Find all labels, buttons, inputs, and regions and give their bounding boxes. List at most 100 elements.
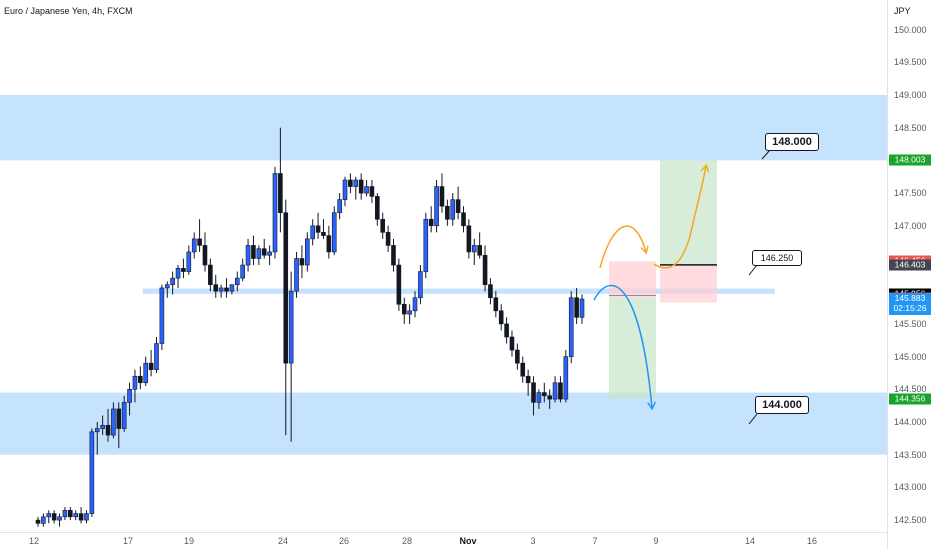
callout-pointer bbox=[748, 264, 758, 276]
candle bbox=[509, 330, 515, 357]
time-tick-label: 19 bbox=[183, 536, 195, 546]
candle-body bbox=[369, 186, 375, 197]
candle bbox=[558, 376, 563, 403]
candle bbox=[471, 238, 477, 266]
candle bbox=[105, 408, 111, 442]
candle-body bbox=[498, 310, 504, 325]
candle bbox=[321, 219, 326, 239]
price-badge: 144.356 bbox=[889, 393, 931, 405]
candle bbox=[525, 369, 531, 396]
candle bbox=[89, 428, 95, 517]
candle bbox=[218, 284, 224, 298]
candle bbox=[342, 176, 348, 207]
candle-body bbox=[94, 428, 100, 433]
candle bbox=[288, 271, 294, 442]
candle-body bbox=[358, 179, 364, 194]
candle-body bbox=[288, 290, 294, 364]
candle bbox=[488, 278, 493, 305]
candle bbox=[256, 245, 262, 266]
candle-body bbox=[213, 284, 219, 292]
candle-body bbox=[482, 254, 488, 285]
candle bbox=[380, 212, 386, 239]
candle-body bbox=[41, 516, 46, 524]
candle-body bbox=[493, 297, 499, 312]
candle-body bbox=[143, 362, 149, 384]
candle bbox=[121, 395, 127, 432]
candle-body bbox=[111, 408, 116, 436]
candle bbox=[186, 245, 192, 275]
candle-body bbox=[234, 277, 240, 285]
long-target-box bbox=[660, 160, 717, 265]
time-axis[interactable]: 12 17 19 24 26 28 Nov 3 7 9 14 16 bbox=[0, 532, 887, 551]
price-axis[interactable]: JPY 150.000 149.500 149.000 148.500 147.500 1… bbox=[887, 0, 932, 550]
candle-body bbox=[310, 225, 315, 240]
candle bbox=[326, 225, 332, 259]
candle bbox=[407, 304, 412, 324]
candle-body bbox=[455, 199, 461, 214]
candle bbox=[515, 343, 520, 370]
candle-body bbox=[563, 356, 569, 400]
candle-body bbox=[315, 225, 321, 233]
price-tick-label: 149.500 bbox=[894, 57, 927, 68]
price-badge: 146.403 bbox=[889, 259, 931, 271]
candle-body bbox=[105, 424, 111, 436]
candle-body bbox=[229, 284, 235, 292]
candle bbox=[62, 507, 68, 521]
price-tick-label: 143.000 bbox=[894, 482, 927, 493]
candle bbox=[445, 199, 450, 226]
candle-body bbox=[191, 238, 197, 253]
candle-body bbox=[138, 375, 143, 384]
candle bbox=[466, 219, 472, 259]
candle-body bbox=[536, 392, 542, 403]
candle-body bbox=[520, 362, 526, 377]
candle bbox=[261, 238, 267, 259]
candle-body bbox=[148, 362, 154, 370]
candle-body bbox=[89, 431, 95, 514]
symbol-title: Euro / Japanese Yen, 4h, FXCM bbox=[4, 6, 133, 16]
candle-body bbox=[159, 287, 165, 344]
price-chart[interactable] bbox=[0, 0, 887, 532]
candle bbox=[353, 176, 359, 200]
price-tick-label: 147.500 bbox=[894, 188, 927, 199]
price-badge: 148.003 bbox=[889, 154, 931, 166]
candle bbox=[283, 199, 289, 436]
candle bbox=[224, 278, 229, 298]
candle bbox=[541, 382, 547, 403]
time-tick-label: 28 bbox=[401, 536, 413, 546]
price-tick-label: 149.000 bbox=[894, 90, 927, 100]
candle-body bbox=[62, 509, 68, 518]
candle bbox=[245, 238, 251, 272]
lower-demand-zone bbox=[0, 392, 887, 455]
candle bbox=[401, 297, 407, 324]
candle-body bbox=[197, 238, 202, 246]
candle-body bbox=[170, 277, 175, 285]
candle bbox=[111, 402, 116, 439]
time-tick-label: 24 bbox=[277, 536, 289, 546]
candle bbox=[35, 516, 41, 527]
short-target-box bbox=[609, 297, 656, 399]
candle bbox=[181, 258, 186, 279]
candle-body bbox=[541, 392, 547, 397]
candle-body bbox=[299, 258, 305, 266]
candle bbox=[143, 356, 149, 387]
candle bbox=[358, 173, 364, 200]
projection-arrow-orange-1 bbox=[599, 225, 646, 269]
candle-body bbox=[525, 375, 531, 384]
candle bbox=[315, 212, 321, 239]
candle bbox=[574, 287, 579, 324]
candle bbox=[94, 422, 100, 455]
callout-146-250: 146.250 bbox=[752, 250, 802, 266]
candle-body bbox=[294, 258, 299, 292]
candle-body bbox=[181, 268, 186, 272]
candle-body bbox=[412, 297, 418, 312]
candle-body bbox=[116, 408, 122, 429]
time-tick-label: 16 bbox=[806, 536, 818, 546]
candle-body bbox=[450, 199, 456, 220]
candle-body bbox=[488, 284, 493, 299]
chart-area[interactable]: Euro / Japanese Yen, 4h, FXCM 148.000 14… bbox=[0, 0, 887, 532]
candle bbox=[331, 206, 337, 256]
candle bbox=[57, 513, 62, 527]
candle bbox=[375, 193, 380, 226]
candle-body bbox=[471, 245, 477, 253]
candle bbox=[78, 507, 84, 524]
